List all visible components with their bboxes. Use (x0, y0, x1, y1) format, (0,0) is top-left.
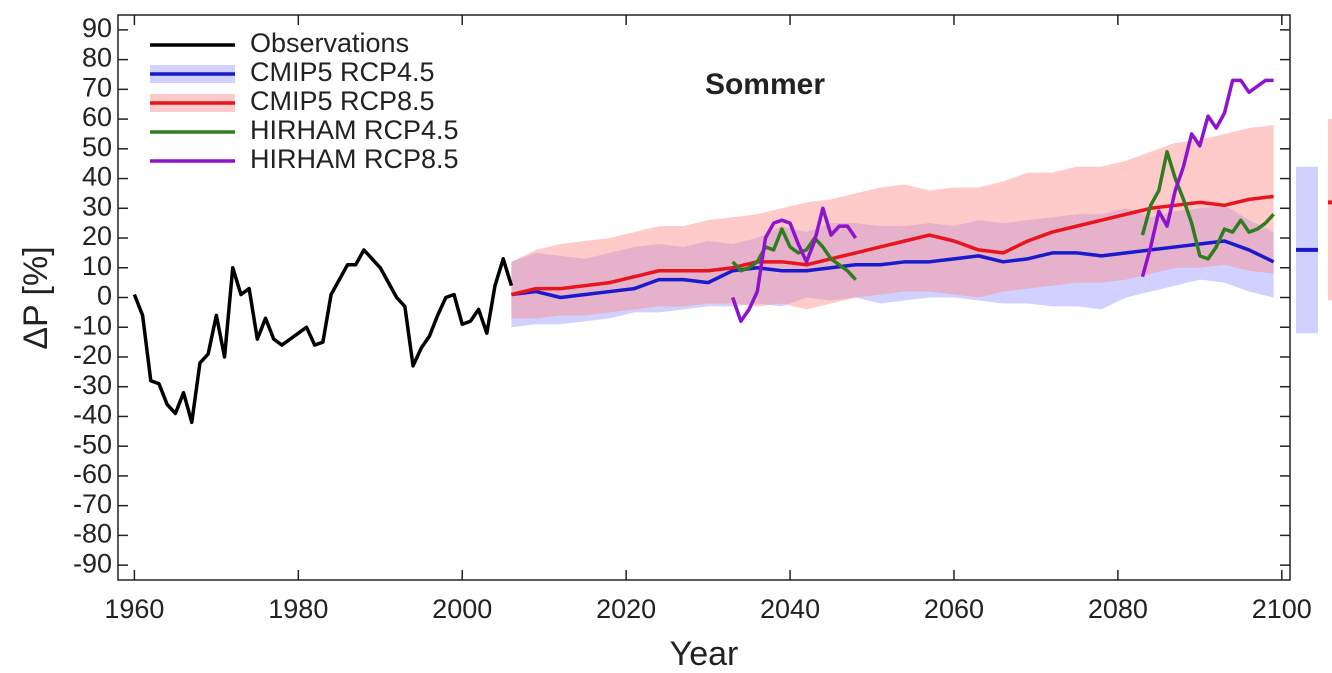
uncertainty-band (511, 205, 1274, 328)
x-tick-label: 2060 (924, 594, 984, 624)
legend-label: CMIP5 RCP8.5 (250, 86, 435, 116)
y-tick-label: 10 (82, 251, 112, 281)
y-tick-label: -10 (73, 310, 112, 340)
series-line (510, 194, 1274, 297)
chart-title: Sommer (705, 68, 825, 101)
x-tick-label: 1980 (268, 594, 328, 624)
y-tick-label: 40 (82, 162, 112, 192)
y-tick-label: 50 (82, 132, 112, 162)
series-line (132, 248, 514, 425)
series-line (511, 239, 1275, 300)
y-tick-label: -50 (73, 429, 112, 459)
y-tick-label: 90 (82, 13, 112, 43)
x-tick-label: 2080 (1088, 594, 1148, 624)
y-tick-label: 60 (82, 102, 112, 132)
y-tick-label: -70 (73, 489, 112, 519)
y-tick-label: -40 (73, 400, 112, 430)
series-line (731, 78, 1274, 324)
x-tick-label: 2040 (760, 594, 820, 624)
legend-label: HIRHAM RCP8.5 (250, 144, 459, 174)
x-axis-label: Year (670, 635, 739, 673)
legend-label: CMIP5 RCP4.5 (250, 57, 435, 87)
y-tick-label: -30 (73, 370, 112, 400)
y-tick-label: 70 (82, 72, 112, 102)
legend-label: Observations (250, 28, 409, 58)
y-tick-label: -80 (73, 519, 112, 549)
y-tick-label: 30 (82, 191, 112, 221)
y-tick-label: -20 (73, 340, 112, 370)
y-tick-label: 80 (82, 43, 112, 73)
y-tick-label: -90 (73, 548, 112, 578)
y-axis-label: ΔP [%] (17, 246, 55, 349)
x-tick-label: 1960 (104, 594, 164, 624)
y-tick-label: 20 (82, 221, 112, 251)
x-tick-label: 2100 (1252, 594, 1312, 624)
y-tick-label: 0 (97, 281, 112, 311)
y-tick-label: -60 (73, 459, 112, 489)
plot-area (132, 78, 1275, 425)
series-line (731, 150, 1275, 281)
range-bar (1328, 119, 1332, 301)
legend-label: HIRHAM RCP4.5 (250, 115, 459, 145)
x-tick-label: 2000 (432, 594, 492, 624)
x-tick-label: 2020 (596, 594, 656, 624)
